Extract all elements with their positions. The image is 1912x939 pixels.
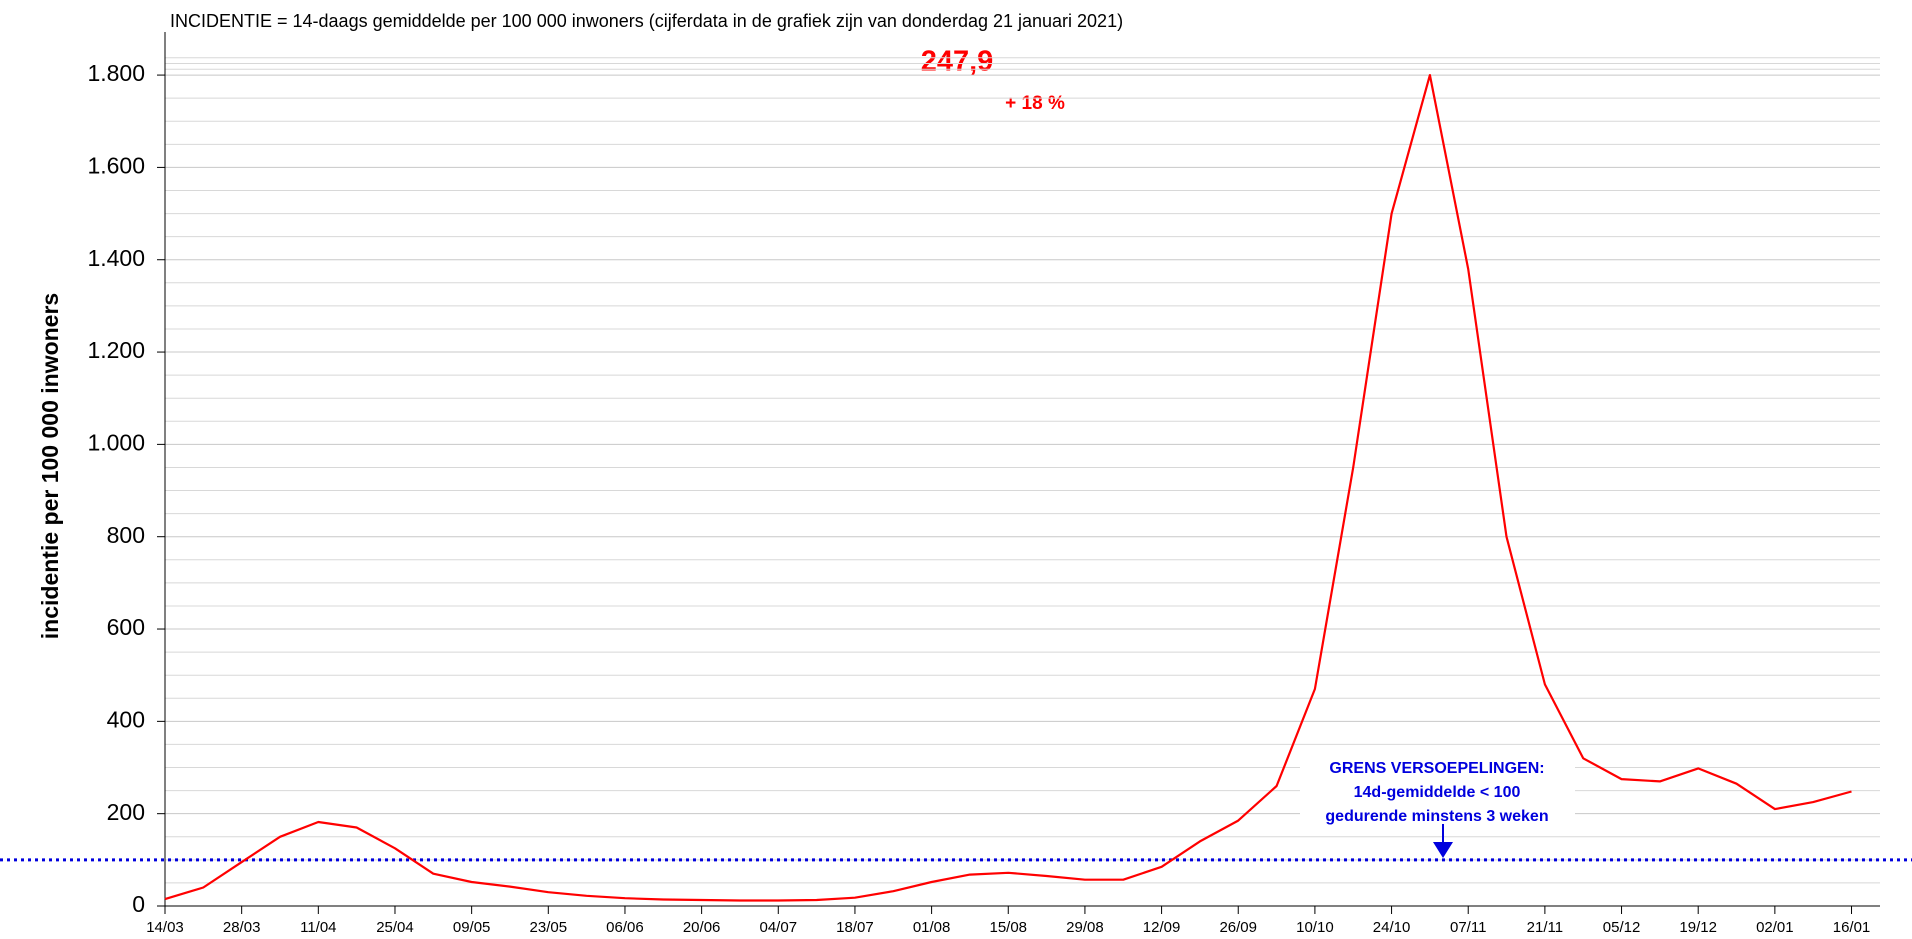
x-tick-label: 23/05 (530, 919, 568, 936)
annotation-value: 247,9 (921, 46, 994, 78)
x-tick-label: 29/08 (1066, 919, 1104, 936)
y-tick-label: 1.200 (87, 337, 145, 363)
x-tick-label: 14/03 (146, 919, 184, 936)
y-tick-label: 1.600 (87, 152, 145, 178)
threshold-arrow-head (1433, 842, 1453, 858)
x-tick-label: 04/07 (760, 919, 798, 936)
x-tick-label: 19/12 (1679, 919, 1717, 936)
x-tick-label: 06/06 (606, 919, 644, 936)
x-tick-label: 10/10 (1296, 919, 1334, 936)
threshold-label: 14d-gemiddelde < 100 (1354, 784, 1521, 801)
y-tick-label: 600 (107, 614, 145, 640)
chart-title: INCIDENTIE = 14-daags gemiddelde per 100… (170, 11, 1123, 31)
y-tick-label: 1.800 (87, 60, 145, 86)
x-tick-label: 15/08 (989, 919, 1027, 936)
x-tick-label: 01/08 (913, 919, 951, 936)
x-tick-label: 05/12 (1603, 919, 1641, 936)
threshold-label-bg (1300, 752, 1575, 830)
x-tick-label: 26/09 (1219, 919, 1257, 936)
y-tick-label: 1.000 (87, 429, 145, 455)
x-tick-label: 11/04 (300, 919, 336, 936)
annotation-change: + 18 % (1005, 93, 1065, 114)
x-tick-label: 20/06 (683, 919, 721, 936)
x-tick-label: 25/04 (376, 919, 414, 936)
x-tick-label: 18/07 (836, 919, 874, 936)
y-tick-label: 0 (132, 891, 145, 917)
x-tick-label: 02/01 (1756, 919, 1794, 936)
y-tick-label: 1.400 (87, 245, 145, 271)
threshold-label: GRENS VERSOEPELINGEN: (1329, 760, 1544, 777)
y-tick-label: 400 (107, 706, 145, 732)
y-tick-label: 800 (107, 522, 145, 548)
x-tick-label: 07/11 (1450, 919, 1486, 936)
threshold-label: gedurende minstens 3 weken (1325, 808, 1548, 825)
x-tick-label: 24/10 (1373, 919, 1411, 936)
x-tick-label: 21/11 (1527, 919, 1563, 936)
x-tick-label: 12/09 (1143, 919, 1181, 936)
x-tick-label: 16/01 (1833, 919, 1871, 936)
y-tick-label: 200 (107, 799, 145, 825)
x-tick-label: 09/05 (453, 919, 491, 936)
x-tick-label: 28/03 (223, 919, 261, 936)
y-axis-label: incidentie per 100 000 inwoners (37, 293, 63, 639)
series-line (164, 74, 1852, 902)
